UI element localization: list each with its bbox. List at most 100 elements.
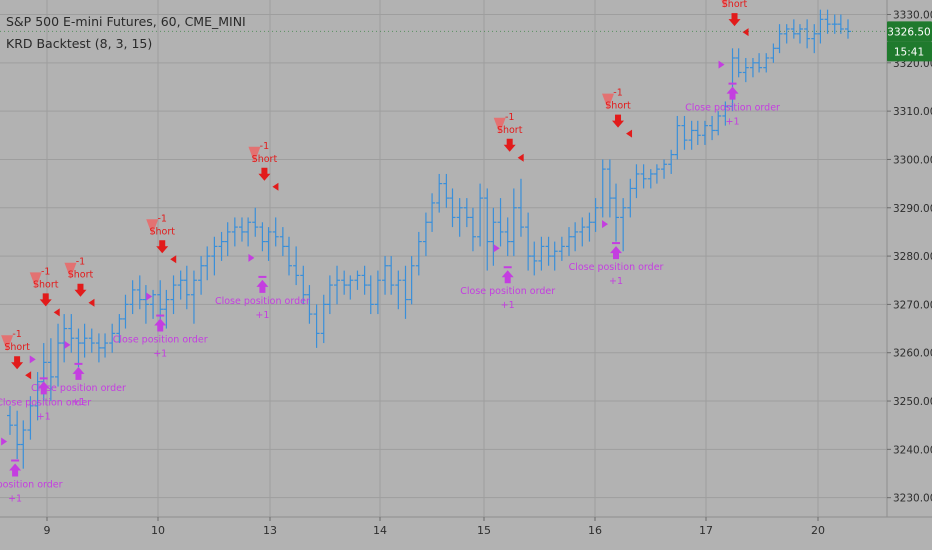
ohlc-bar[interactable]	[613, 183, 620, 242]
ohlc-bar[interactable]	[285, 236, 292, 276]
ohlc-bar[interactable]	[449, 188, 456, 228]
ohlc-bar[interactable]	[709, 115, 716, 141]
ohlc-bar[interactable]	[415, 231, 422, 276]
short-arrow-icon[interactable]	[612, 114, 625, 128]
close-arrow-icon[interactable]	[9, 463, 22, 477]
short-arrow-icon[interactable]	[258, 167, 271, 181]
ohlc-bar[interactable]	[27, 396, 34, 440]
ohlc-bar[interactable]	[790, 19, 797, 39]
ohlc-bar[interactable]	[701, 120, 708, 145]
ohlc-bar[interactable]	[566, 227, 573, 257]
ohlc-bar[interactable]	[504, 217, 511, 257]
ohlc-bar[interactable]	[374, 270, 381, 315]
ohlc-bar[interactable]	[436, 173, 443, 213]
ohlc-bar[interactable]	[395, 270, 402, 310]
ohlc-bar[interactable]	[497, 198, 504, 247]
ohlc-bar[interactable]	[326, 275, 333, 315]
ohlc-bar[interactable]	[837, 14, 844, 34]
ohlc-bar[interactable]	[300, 265, 307, 305]
ohlc-bar[interactable]	[142, 285, 149, 324]
ohlc-bar[interactable]	[20, 420, 27, 469]
ohlc-bar[interactable]	[469, 207, 476, 252]
ohlc-bar[interactable]	[293, 246, 300, 286]
short-arrow-icon[interactable]	[156, 240, 169, 254]
ohlc-bar[interactable]	[218, 231, 225, 261]
ohlc-bar[interactable]	[190, 270, 197, 324]
close-arrow-icon[interactable]	[726, 86, 739, 100]
ohlc-bar[interactable]	[204, 246, 211, 281]
ohlc-bar[interactable]	[95, 333, 102, 363]
ohlc-bar[interactable]	[477, 183, 484, 247]
ohlc-bar[interactable]	[579, 217, 586, 247]
short-arrow-icon[interactable]	[39, 293, 52, 307]
study-legend[interactable]: KRD Backtest (8, 3, 15)	[6, 36, 153, 51]
ohlc-bar[interactable]	[653, 164, 660, 184]
ohlc-bar[interactable]	[422, 212, 429, 257]
ohlc-bar[interactable]	[211, 236, 218, 276]
close-arrow-icon[interactable]	[37, 381, 50, 395]
ohlc-bar[interactable]	[688, 120, 695, 150]
ohlc-bar[interactable]	[388, 256, 395, 295]
ohlc-bar[interactable]	[34, 372, 41, 421]
ohlc-bar[interactable]	[88, 328, 95, 353]
ohlc-bar[interactable]	[538, 236, 545, 271]
ohlc-bar[interactable]	[75, 328, 82, 368]
ohlc-bar[interactable]	[109, 323, 116, 353]
ohlc-bar[interactable]	[484, 188, 491, 271]
ohlc-bar[interactable]	[531, 241, 538, 276]
close-arrow-icon[interactable]	[72, 366, 85, 380]
ohlc-bar[interactable]	[681, 115, 688, 150]
ohlc-bar[interactable]	[334, 265, 341, 305]
ohlc-bar[interactable]	[804, 19, 811, 49]
ohlc-bar[interactable]	[279, 227, 286, 257]
ohlc-bar[interactable]	[592, 198, 599, 232]
ohlc-bar[interactable]	[81, 323, 88, 358]
ohlc-bar[interactable]	[572, 222, 579, 252]
ohlc-bar[interactable]	[647, 169, 654, 189]
ohlc-bar[interactable]	[845, 19, 851, 39]
ohlc-bar[interactable]	[55, 323, 62, 387]
ohlc-bar[interactable]	[116, 314, 123, 344]
ohlc-bar[interactable]	[510, 188, 517, 257]
ohlc-bar[interactable]	[776, 24, 783, 54]
ohlc-bar[interactable]	[599, 159, 606, 218]
ohlc-bar[interactable]	[490, 207, 497, 266]
ohlc-bar[interactable]	[245, 217, 252, 247]
short-arrow-icon[interactable]	[503, 138, 516, 152]
ohlc-bar[interactable]	[674, 115, 681, 160]
ohlc-bar[interactable]	[272, 217, 279, 247]
ohlc-bar[interactable]	[456, 198, 463, 237]
ohlc-bar[interactable]	[463, 198, 470, 228]
ohlc-bar[interactable]	[231, 217, 238, 247]
ohlc-bar[interactable]	[61, 314, 68, 363]
ohlc-bar[interactable]	[443, 173, 450, 208]
ohlc-bar[interactable]	[408, 256, 415, 305]
ohlc-bar[interactable]	[749, 57, 756, 78]
ohlc-bar[interactable]	[7, 405, 13, 435]
last-price-badge[interactable]	[887, 21, 932, 42]
ohlc-bar[interactable]	[429, 193, 436, 232]
ohlc-bar[interactable]	[627, 178, 634, 218]
ohlc-bar[interactable]	[694, 120, 701, 145]
ohlc-bar[interactable]	[306, 285, 313, 324]
ohlc-bar[interactable]	[341, 270, 348, 295]
ohlc-bar[interactable]	[517, 178, 524, 237]
short-arrow-icon[interactable]	[11, 356, 24, 370]
short-arrow-icon[interactable]	[728, 13, 741, 27]
close-arrow-icon[interactable]	[501, 270, 514, 284]
ohlc-bar[interactable]	[722, 101, 729, 126]
ohlc-bar[interactable]	[756, 53, 763, 73]
ohlc-bar[interactable]	[729, 48, 736, 112]
ohlc-bar[interactable]	[742, 57, 749, 83]
ohlc-bar[interactable]	[668, 149, 675, 174]
ohlc-bar[interactable]	[796, 24, 803, 44]
ohlc-bar[interactable]	[715, 111, 722, 136]
ohlc-bar[interactable]	[525, 212, 532, 271]
ohlc-bar[interactable]	[313, 304, 320, 348]
close-arrow-icon[interactable]	[610, 246, 623, 260]
ohlc-bar[interactable]	[47, 338, 54, 402]
countdown-badge[interactable]	[887, 41, 932, 62]
ohlc-bar[interactable]	[183, 265, 190, 310]
ohlc-bar[interactable]	[102, 333, 109, 358]
